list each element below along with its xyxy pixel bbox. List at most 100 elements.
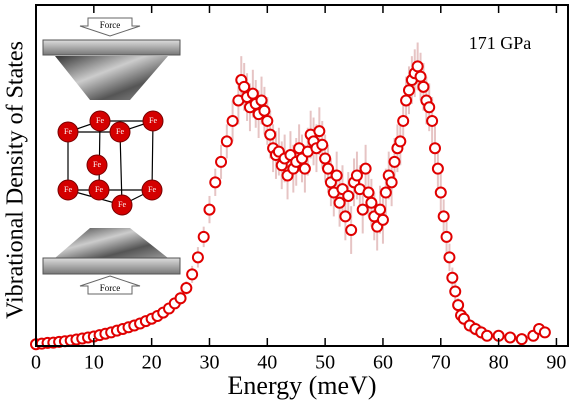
data-point: [209, 176, 222, 189]
fe-atom: [57, 121, 79, 143]
data-point: [385, 176, 398, 189]
fe-atom: [89, 110, 111, 132]
force-arrow: [79, 275, 141, 295]
atom-label: Fe: [116, 127, 124, 136]
atom-label: Fe: [64, 127, 72, 136]
data-point: [397, 114, 410, 127]
x-tick-label: 70: [431, 352, 451, 374]
x-tick-label: 10: [84, 352, 104, 374]
pressure-label: 171 GPa: [469, 33, 532, 53]
data-point: [342, 189, 355, 202]
atom-label: Fe: [118, 200, 126, 209]
data-point: [203, 203, 216, 216]
fe-atom: [109, 121, 131, 143]
anvil-plate: [42, 257, 181, 275]
fe-atom: [88, 179, 110, 201]
fe-atom: [57, 179, 79, 201]
data-point: [402, 84, 415, 97]
atom-label: Fe: [93, 160, 101, 169]
data-point: [319, 152, 332, 165]
data-point: [449, 285, 462, 298]
data-point: [365, 196, 378, 209]
x-tick-label: 20: [142, 352, 162, 374]
data-point: [446, 271, 459, 284]
y-axis-label: Vibrational Density of States: [3, 41, 29, 319]
plot-frame: [35, 4, 569, 347]
data-point: [411, 60, 424, 73]
force-arrow: [79, 17, 141, 37]
inset: Force Force Fe Fe Fe Fe Fe Fe Fe Fe Fe: [42, 17, 181, 295]
diamond-anvil: [55, 228, 168, 258]
fe-atom: [111, 194, 133, 216]
data-point: [417, 80, 430, 93]
data-point: [339, 210, 352, 223]
data-point: [443, 251, 456, 264]
data-point: [374, 203, 387, 216]
data-point: [174, 292, 187, 305]
data-point: [330, 169, 343, 182]
data-point: [261, 114, 274, 127]
data-point: [356, 203, 369, 216]
force-label: Force: [100, 283, 121, 293]
data-point: [345, 224, 358, 237]
data-point: [316, 138, 329, 151]
data-point: [538, 326, 551, 339]
data-point: [388, 155, 401, 168]
x-tick-label: 50: [315, 352, 335, 374]
data-point: [180, 282, 193, 295]
data-point: [220, 135, 233, 148]
data-point: [322, 162, 335, 175]
data-point: [215, 155, 228, 168]
atom-label: Fe: [148, 185, 156, 194]
data-point: [362, 186, 375, 199]
data-point: [191, 251, 204, 264]
data-point: [359, 162, 372, 175]
data-point: [258, 104, 271, 117]
atom-label: Fe: [64, 185, 72, 194]
data-point: [504, 331, 517, 344]
force-label: Force: [100, 20, 121, 30]
data-point: [440, 230, 453, 243]
fe-atom: [141, 179, 163, 201]
x-axis-label: Energy (meV): [228, 371, 377, 400]
plot-area: [30, 42, 551, 351]
atom-label: Fe: [149, 116, 157, 125]
data-point: [414, 70, 427, 83]
x-tick-label: 90: [546, 352, 566, 374]
data-point: [481, 329, 494, 342]
diamond-anvil: [55, 56, 168, 100]
atom-label: Fe: [96, 116, 104, 125]
x-tick-label: 40: [257, 352, 277, 374]
fe-atom: [142, 110, 164, 132]
data-point: [437, 210, 450, 223]
data-point: [333, 196, 346, 209]
data-point: [379, 186, 392, 199]
atom-label: Fe: [95, 185, 103, 194]
data-point: [423, 101, 436, 114]
data-point: [238, 80, 251, 93]
data-point: [452, 299, 465, 312]
data-point: [434, 186, 447, 199]
data-point: [226, 114, 239, 127]
data-point: [515, 333, 528, 346]
x-tick-label: 60: [373, 352, 393, 374]
data-point: [429, 142, 441, 155]
x-tick-label: 30: [199, 352, 219, 374]
data-point: [426, 114, 439, 127]
data-point: [394, 135, 407, 148]
data-point: [350, 169, 363, 182]
data-point: [431, 162, 444, 175]
data-point: [186, 268, 199, 281]
data-point: [298, 162, 311, 175]
fe-atom: [86, 154, 108, 176]
x-tick-label: 80: [489, 352, 509, 374]
data-point: [246, 87, 259, 100]
data-point: [264, 128, 277, 141]
data-point: [400, 94, 413, 107]
x-tick-label: 0: [31, 352, 41, 374]
anvil-plate: [42, 39, 181, 56]
data-point: [255, 94, 268, 107]
data-point: [197, 230, 210, 243]
data-point: [376, 213, 389, 226]
